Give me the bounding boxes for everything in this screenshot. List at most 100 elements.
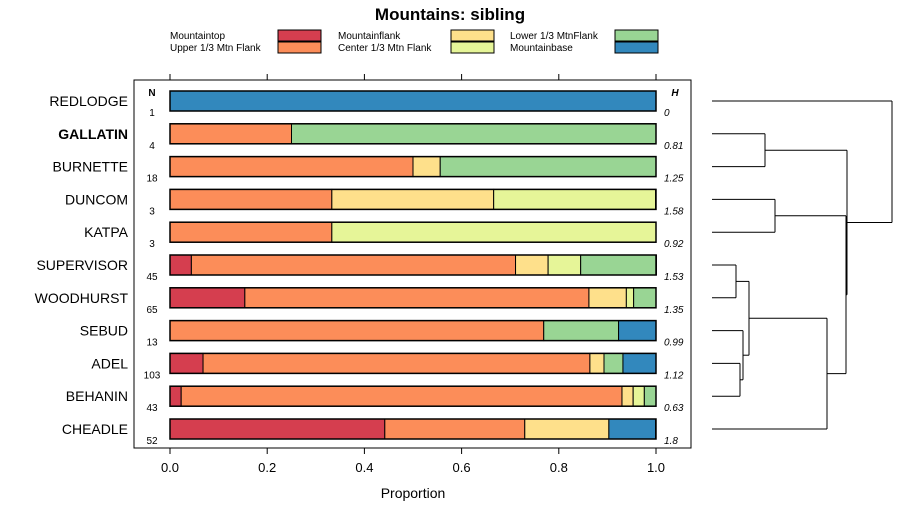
- bar-segment: [632, 385, 645, 407]
- entropy-label: 0.63: [664, 403, 684, 414]
- bar-segment: [643, 385, 657, 407]
- entropy-label: 0.92: [664, 239, 684, 250]
- count-label: 43: [146, 403, 158, 414]
- count-label: 103: [144, 370, 161, 381]
- count-label: 52: [146, 436, 158, 447]
- count-label: 13: [146, 338, 158, 349]
- category-label: WOODHURST: [35, 290, 129, 306]
- bar-segment: [331, 188, 495, 210]
- legend-swatch: [614, 41, 659, 54]
- plot-frame: [133, 79, 692, 449]
- bar-outline: [169, 385, 657, 407]
- bar-segment: [169, 418, 386, 440]
- x-tick-label: 0.4: [355, 460, 373, 475]
- x-tick-label: 0.8: [550, 460, 568, 475]
- bar-segment: [169, 221, 333, 243]
- bar-outline: [169, 221, 657, 243]
- entropy-label: 0.99: [664, 338, 684, 349]
- category-labels: REDLODGE GALLATIN BURNETTE DUNCOM KATPA SUPER…: [35, 93, 129, 437]
- count-label: 4: [149, 141, 155, 152]
- entropy-label: 1.58: [664, 206, 684, 217]
- bar-outline: [169, 123, 657, 145]
- bar-segment: [439, 156, 657, 178]
- bar-segment: [202, 352, 591, 374]
- bar-segment: [625, 287, 635, 309]
- bar-segment: [603, 352, 624, 374]
- legend-swatch: [450, 41, 495, 54]
- entropy-label: 1.8: [664, 436, 678, 447]
- bar-segment: [547, 254, 582, 276]
- bar-outline: [169, 287, 657, 309]
- dendrogram: [712, 100, 893, 430]
- category-label: BURNETTE: [53, 159, 128, 175]
- count-label: 1: [149, 108, 155, 119]
- category-label: BEHANIN: [66, 388, 128, 404]
- bar-segment: [291, 123, 657, 145]
- legend-label: Mountaintop: [170, 31, 225, 42]
- legend-swatch: [277, 29, 322, 42]
- x-axis-label: Proportion: [381, 485, 446, 501]
- bar-outline: [169, 319, 657, 342]
- count-label: 65: [146, 305, 158, 316]
- bar-segment: [169, 123, 292, 145]
- bar-outline: [169, 254, 657, 276]
- legend-swatch: [277, 41, 322, 54]
- bar-segment: [580, 254, 657, 276]
- bar-segment: [169, 90, 657, 112]
- x-axis: 0.0 0.2 0.4 0.6 0.8 1.0: [161, 74, 665, 475]
- count-label: 18: [146, 174, 158, 185]
- bar-segment: [515, 254, 549, 276]
- legend-label: Center 1/3 Mtn Flank: [338, 43, 432, 54]
- entropy-label: 1.12: [664, 370, 684, 381]
- category-label: CHEADLE: [62, 421, 128, 437]
- bar-segment: [169, 287, 246, 309]
- bar-segment: [618, 320, 657, 342]
- bar-outline: [169, 352, 657, 375]
- bar-segment: [588, 287, 627, 309]
- bar-segment: [169, 254, 192, 276]
- entropy-label: 0: [664, 108, 670, 119]
- bar-segment: [622, 352, 657, 374]
- legend-swatch: [450, 29, 495, 42]
- bar-segment: [621, 385, 634, 407]
- legend-label: Upper 1/3 Mtn Flank: [170, 43, 262, 54]
- bar-segment: [169, 156, 414, 178]
- x-tick-label: 0.0: [161, 460, 179, 475]
- bar-segment: [384, 418, 526, 440]
- bar-segment: [180, 385, 623, 407]
- bar-segment: [608, 418, 657, 440]
- category-label: DUNCOM: [65, 191, 128, 207]
- bar-segment: [169, 352, 204, 374]
- bar-segment: [169, 320, 545, 342]
- x-tick-label: 0.6: [453, 460, 471, 475]
- legend-swatch: [614, 29, 659, 42]
- category-label: ADEL: [91, 355, 128, 371]
- bars: 1 0 4 0.81 18 1.25 3 1.58 3 0.92 45 1.53 65 1.35 13 0.9…: [144, 90, 684, 447]
- bar-outline: [169, 418, 657, 440]
- bar-segment: [589, 352, 605, 374]
- legend-label: Mountainflank: [338, 31, 401, 42]
- bar-segment: [543, 320, 620, 342]
- category-label: SEBUD: [80, 323, 128, 339]
- bar-segment: [244, 287, 590, 309]
- bar-outline: [169, 155, 657, 178]
- entropy-header: H: [671, 88, 679, 99]
- entropy-label: 1.25: [664, 174, 684, 185]
- legend-label: Mountainbase: [510, 43, 573, 54]
- bar-outline: [169, 90, 657, 112]
- entropy-label: 0.81: [664, 141, 683, 152]
- category-label: KATPA: [84, 224, 128, 240]
- count-label: 3: [149, 239, 155, 250]
- bar-segment: [633, 287, 657, 309]
- x-tick-label: 1.0: [647, 460, 665, 475]
- bar-outline: [169, 188, 657, 211]
- count-label: 45: [146, 272, 158, 283]
- legend-label: Lower 1/3 MtnFlank: [510, 31, 599, 42]
- entropy-label: 1.35: [664, 305, 684, 316]
- bar-segment: [412, 156, 441, 178]
- x-tick-label: 0.2: [258, 460, 276, 475]
- entropy-label: 1.53: [664, 272, 684, 283]
- bar-segment: [169, 385, 182, 407]
